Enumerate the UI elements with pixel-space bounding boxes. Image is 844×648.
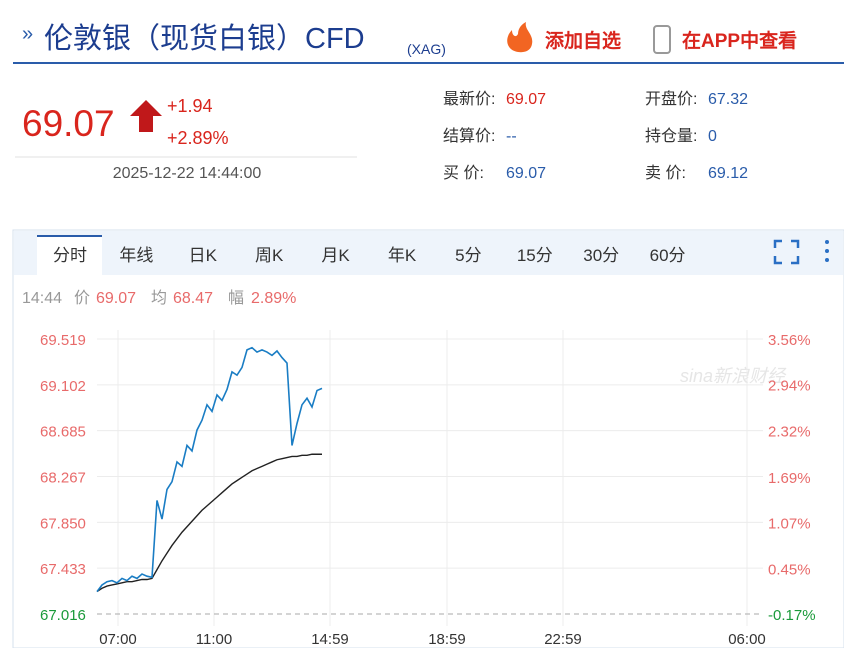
y2-tick-label: 1.07% bbox=[768, 516, 811, 533]
y-tick-label: 69.519 bbox=[40, 332, 86, 349]
y2-tick-label: 2.94% bbox=[768, 378, 811, 395]
y-tick-label: 67.016 bbox=[40, 607, 86, 624]
chart-tab[interactable]: 日K bbox=[189, 246, 218, 265]
x-tick-label: 18:59 bbox=[428, 631, 466, 648]
fire-icon bbox=[507, 22, 533, 53]
watermark: sina新浪财经 bbox=[680, 366, 787, 386]
y-tick-label: 69.102 bbox=[40, 378, 86, 395]
chart-tab[interactable]: 年K bbox=[388, 246, 417, 265]
series-line bbox=[96, 346, 323, 593]
more-icon[interactable] bbox=[825, 240, 829, 262]
chart-panel bbox=[12, 229, 844, 648]
chart-tab[interactable]: 分时 bbox=[53, 246, 87, 265]
symbol-code: (XAG) bbox=[407, 41, 446, 57]
info-item: 均 bbox=[151, 289, 167, 307]
info-item: 2.89% bbox=[251, 290, 296, 307]
stat-value: 69.07 bbox=[506, 165, 546, 182]
stat-value: 67.32 bbox=[708, 91, 748, 108]
stat-value: 69.12 bbox=[708, 165, 748, 182]
y-tick-label: 68.685 bbox=[40, 424, 86, 441]
x-tick-label: 22:59 bbox=[544, 631, 582, 648]
chart-tab[interactable]: 30分 bbox=[583, 246, 619, 265]
x-tick-label: 07:00 bbox=[99, 631, 137, 648]
chart-tab[interactable]: 5分 bbox=[455, 246, 481, 265]
stat-label: 最新价: bbox=[443, 90, 495, 108]
y-tick-label: 67.850 bbox=[40, 515, 86, 532]
chart-tab[interactable]: 年线 bbox=[119, 246, 153, 265]
tab-bar bbox=[14, 231, 843, 275]
breadcrumb-icon: » bbox=[22, 23, 33, 45]
y2-tick-label: 1.69% bbox=[768, 470, 811, 487]
y-tick-label: 67.433 bbox=[40, 561, 86, 578]
stat-label: 结算价: bbox=[443, 126, 495, 145]
x-tick-label: 06:00 bbox=[728, 631, 766, 648]
add-watchlist[interactable]: 添加自选 bbox=[545, 29, 621, 52]
stat-value: 0 bbox=[708, 128, 717, 145]
info-item: 幅 bbox=[228, 289, 244, 307]
x-tick-label: 11:00 bbox=[196, 631, 232, 648]
stat-label: 买 价: bbox=[443, 164, 484, 182]
price-change: +1.94 bbox=[167, 96, 213, 116]
info-item: 68.47 bbox=[173, 290, 213, 307]
y-tick-label: 68.267 bbox=[40, 470, 86, 487]
quote-time: 2025-12-22 14:44:00 bbox=[113, 165, 262, 182]
chart-tab[interactable]: 15分 bbox=[517, 246, 553, 265]
stat-label: 卖 价: bbox=[645, 164, 686, 182]
series-line bbox=[96, 453, 322, 593]
price-change-pct: +2.89% bbox=[167, 128, 229, 148]
open-app[interactable]: 在APP中查看 bbox=[682, 29, 797, 52]
page-title: 伦敦银（现货白银）CFD bbox=[44, 22, 365, 55]
stat-value: 69.07 bbox=[506, 91, 546, 108]
y2-tick-label: -0.17% bbox=[768, 607, 816, 624]
chart-tab[interactable]: 周K bbox=[255, 246, 284, 265]
y2-tick-label: 3.56% bbox=[768, 332, 811, 349]
stat-value: -- bbox=[506, 128, 517, 145]
info-item: 69.07 bbox=[96, 290, 136, 307]
stat-label: 开盘价: bbox=[645, 89, 697, 108]
x-tick-label: 14:59 bbox=[311, 631, 349, 648]
info-item: 价 bbox=[74, 290, 90, 307]
last-price: 69.07 bbox=[22, 103, 115, 144]
stat-label: 持仓量: bbox=[645, 127, 697, 145]
phone-icon bbox=[653, 25, 671, 54]
chart-tab[interactable]: 60分 bbox=[650, 246, 686, 265]
active-tab-bg bbox=[37, 235, 102, 276]
info-item: 14:44 bbox=[22, 290, 62, 307]
chart-tab[interactable]: 月K bbox=[321, 246, 350, 265]
fullscreen-icon[interactable] bbox=[773, 239, 800, 265]
up-arrow bbox=[130, 100, 162, 132]
y2-tick-label: 0.45% bbox=[768, 561, 811, 578]
y2-tick-label: 2.32% bbox=[768, 423, 811, 440]
